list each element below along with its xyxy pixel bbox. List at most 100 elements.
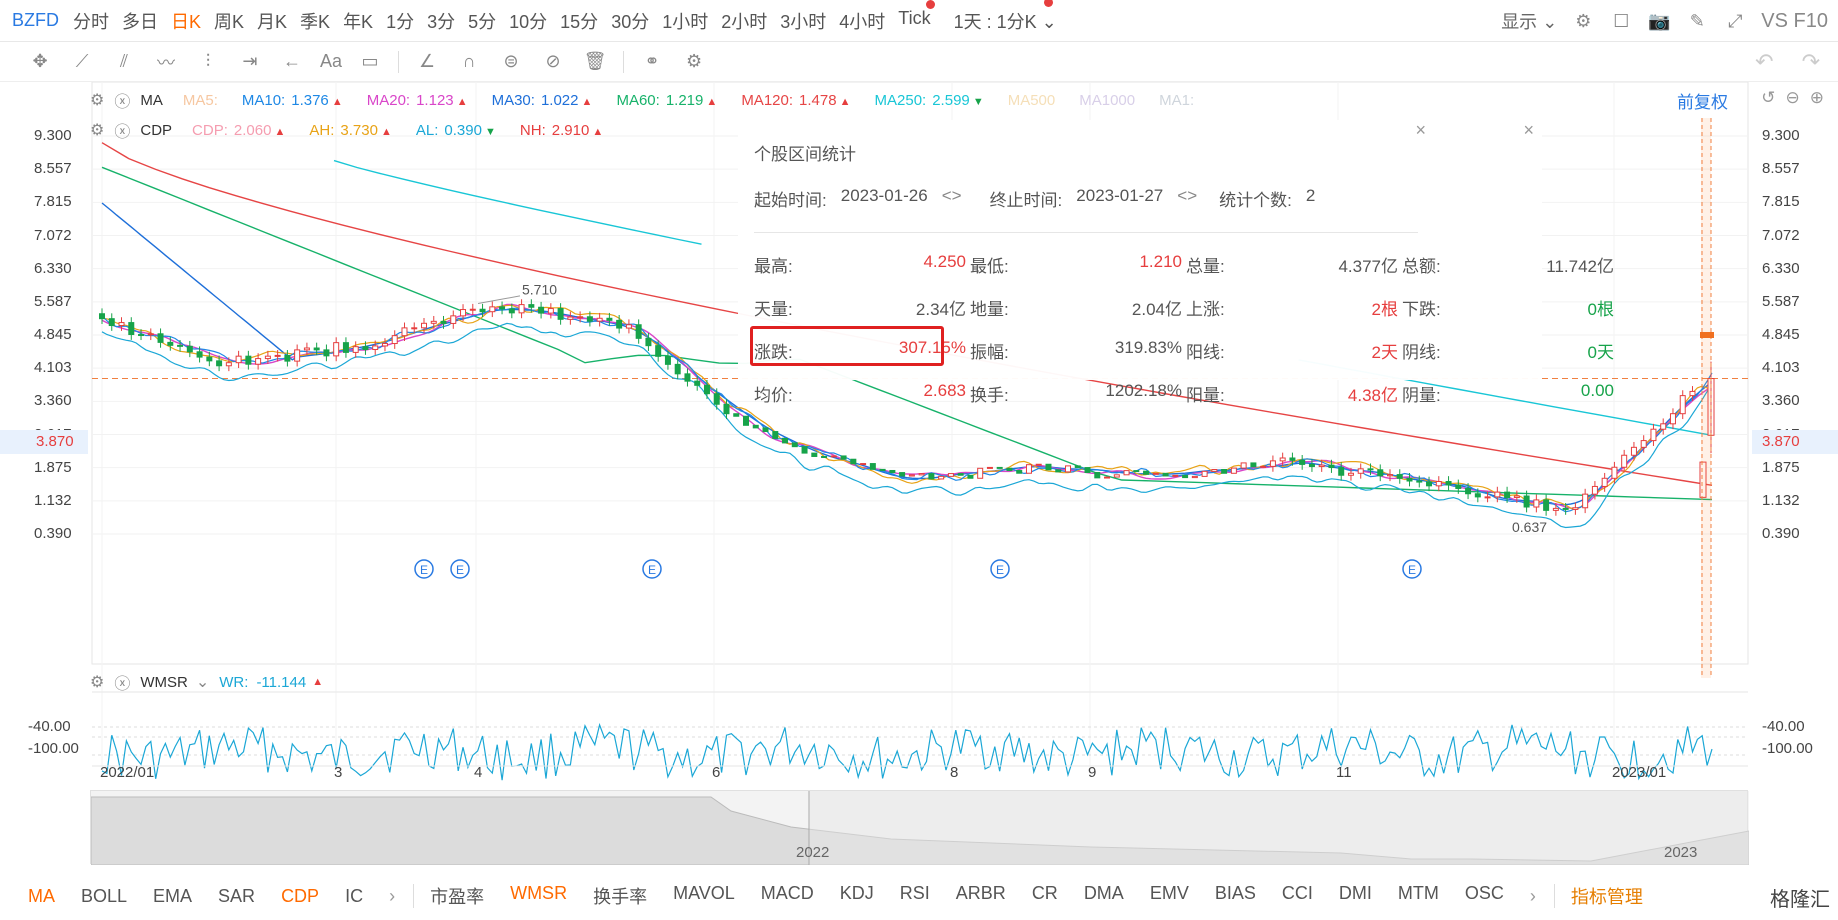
symbol-label[interactable]: BZFD	[12, 10, 59, 30]
close-icon[interactable]: ⓧ	[114, 94, 131, 111]
candle	[303, 347, 310, 351]
move-icon[interactable]: ✥	[32, 51, 48, 71]
channel-tool-icon[interactable]: ⫽	[119, 51, 129, 71]
date-adjust-icon[interactable]: <>	[1177, 186, 1198, 205]
arrow-tool-icon[interactable]: ←	[283, 51, 301, 71]
indicator-tab[interactable]: 市盈率	[430, 887, 485, 907]
stat-value: 4.38亿	[1347, 386, 1398, 405]
candle	[1513, 495, 1520, 499]
line-tool-icon[interactable]: ⟋	[75, 51, 89, 71]
candle	[421, 322, 427, 329]
date-adjust-icon[interactable]: <>	[941, 186, 962, 205]
redo-icon[interactable]: ↷	[1801, 49, 1820, 74]
period-tab[interactable]: 15分	[560, 11, 599, 32]
indicator-tab[interactable]: BIAS	[1214, 883, 1256, 903]
period-tab[interactable]: 5分	[468, 11, 497, 32]
zoom-out-icon[interactable]: ⊖	[1785, 88, 1800, 107]
indicator-tab[interactable]: CR	[1031, 883, 1058, 903]
settings-icon[interactable]: ⚙	[1575, 10, 1592, 31]
period-tab[interactable]: 周K	[214, 11, 245, 32]
period-tab[interactable]: 月K	[257, 11, 288, 32]
period-tab[interactable]: 4小时	[839, 11, 886, 32]
undo-icon[interactable]: ↶	[1755, 49, 1774, 74]
period-tab[interactable]: 3分	[427, 11, 456, 32]
wave-tool-icon[interactable]: 〰	[157, 52, 175, 73]
wr-name[interactable]: WMSR	[140, 673, 188, 691]
settings-icon[interactable]: ⚙	[90, 122, 105, 139]
end-value[interactable]: 2023-01-27	[1076, 186, 1164, 205]
layout-icon[interactable]: ☐	[1613, 10, 1630, 31]
close-icon[interactable]: ⓧ	[114, 124, 131, 141]
period-tab[interactable]: 季K	[300, 11, 331, 32]
magnet-icon[interactable]: ∩	[462, 51, 476, 71]
period-tab[interactable]: 多日	[122, 11, 158, 32]
close-icon[interactable]: ×	[1415, 120, 1426, 140]
indicator-tab[interactable]: RSI	[899, 883, 930, 903]
range-navigator[interactable]	[90, 790, 1750, 866]
compare-icon[interactable]: ⚭	[644, 51, 660, 71]
hide-drawing-icon[interactable]: ⊘	[545, 51, 561, 71]
tool-settings-icon[interactable]: ⚙	[685, 51, 703, 71]
text-tool[interactable]: Aa	[320, 51, 343, 71]
count-label: 统计个数:	[1219, 191, 1292, 210]
period-tab[interactable]: 30分	[611, 11, 650, 32]
period-tab[interactable]: 1小时	[662, 11, 709, 32]
zoom-in-icon[interactable]: ⊕	[1809, 88, 1824, 107]
period-tab[interactable]: 1分	[386, 11, 415, 32]
candlestick-chart[interactable]: 5.710 0.637 E E E E E	[0, 82, 1838, 842]
range-select[interactable]: 1天 : 1分K ⌄	[954, 0, 1057, 34]
indicator-manage-button[interactable]: 指标管理	[1570, 887, 1643, 907]
chevron-right-icon[interactable]: ›	[389, 885, 396, 906]
start-value[interactable]: 2023-01-26	[840, 186, 928, 205]
ruler-icon[interactable]: ∠	[418, 51, 436, 71]
fullscreen-icon[interactable]: ⤢	[1728, 10, 1743, 31]
indicator-tab[interactable]: IC	[345, 885, 364, 906]
period-tab[interactable]: 日K	[171, 11, 202, 32]
settings-icon[interactable]: ⚙	[90, 674, 105, 691]
indicator-tab[interactable]: MACD	[760, 883, 814, 903]
close-icon[interactable]: ×	[1523, 120, 1534, 140]
indicator-tab[interactable]: MA	[28, 885, 55, 906]
indicator-tab[interactable]: OSC	[1464, 883, 1504, 903]
reset-icon[interactable]: ↺	[1761, 88, 1776, 107]
display-menu[interactable]: 显示 ⌄	[1501, 12, 1558, 32]
period-tab[interactable]: 年K	[343, 11, 374, 32]
navigator-year: 2022	[796, 844, 830, 861]
indicator-tab[interactable]: WMSR	[510, 883, 568, 903]
indicator-tab[interactable]: 换手率	[593, 887, 648, 907]
indicator-tab[interactable]: CDP	[281, 885, 320, 906]
indicator-tab[interactable]: EMA	[153, 885, 193, 906]
date-label: 2022/01	[100, 764, 155, 781]
indicator-tab[interactable]: ARBR	[955, 883, 1006, 903]
indicator-tab[interactable]: CCI	[1281, 883, 1313, 903]
period-tab[interactable]: 3小时	[780, 11, 827, 32]
brand-label[interactable]: VS F10	[1761, 9, 1828, 32]
indicator-tab[interactable]: KDJ	[839, 883, 874, 903]
indicator-tab[interactable]: DMA	[1083, 883, 1124, 903]
indicator-tab[interactable]: SAR	[218, 885, 256, 906]
close-icon[interactable]: ⓧ	[114, 676, 131, 693]
camera-icon[interactable]: 📷	[1648, 10, 1671, 31]
period-tab[interactable]: Tick	[898, 0, 935, 34]
trash-icon[interactable]: 🗑	[583, 51, 607, 71]
ma-name[interactable]: MA	[140, 91, 163, 109]
fib-tool-icon[interactable]: ⫶	[205, 51, 211, 71]
chevron-right-icon[interactable]: ›	[1529, 885, 1536, 906]
indicator-tab[interactable]: MAVOL	[673, 883, 735, 903]
cdp-name[interactable]: CDP	[140, 121, 173, 139]
period-tab[interactable]: 分时	[73, 11, 109, 32]
comment-icon[interactable]: ▭	[361, 51, 379, 71]
period-tab[interactable]: 2小时	[721, 11, 768, 32]
measure-tool-icon[interactable]: ⇥	[242, 51, 258, 71]
period-tab[interactable]: 10分	[509, 11, 548, 32]
indicator-tab[interactable]: EMV	[1149, 883, 1189, 903]
adjust-button[interactable]: 前复权	[1677, 93, 1728, 112]
indicator-tab[interactable]: MTM	[1397, 883, 1439, 903]
settings-icon[interactable]: ⚙	[90, 92, 105, 109]
lock-drawing-icon[interactable]: ⊜	[503, 51, 519, 71]
indicator-tab[interactable]: DMI	[1338, 883, 1372, 903]
pen-icon[interactable]: ✎	[1689, 10, 1705, 31]
indicator-tab[interactable]: BOLL	[81, 885, 128, 906]
chevron-down-icon[interactable]: ⌄	[195, 674, 210, 691]
candle	[752, 424, 759, 429]
